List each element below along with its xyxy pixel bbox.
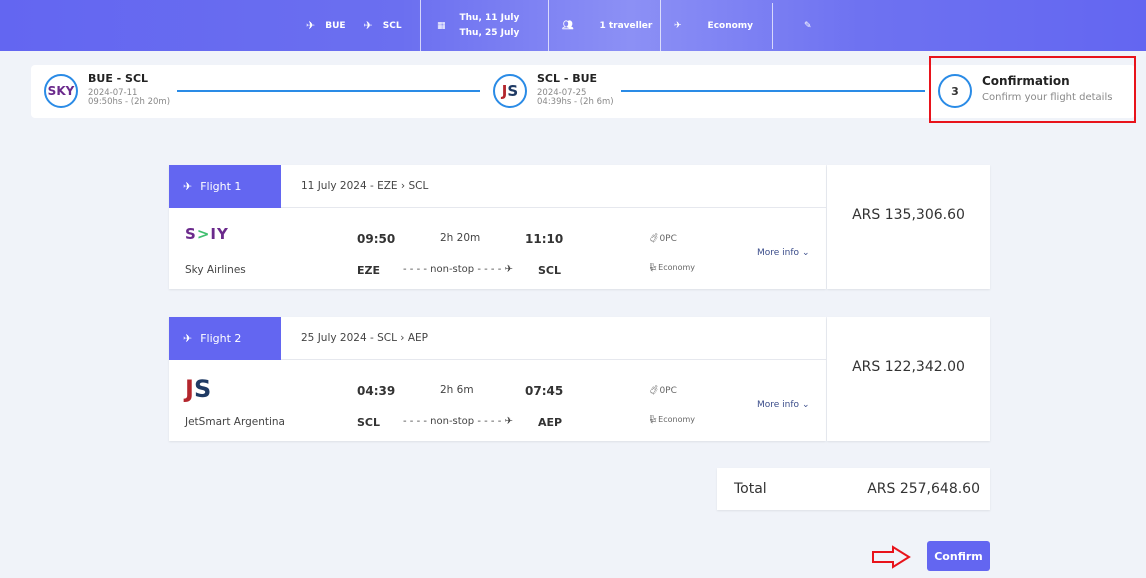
calendar-icon: ▦ bbox=[437, 20, 446, 31]
cabin-summary[interactable]: ✈ Economy bbox=[674, 0, 753, 51]
flight-card: ✈ Flight 1 11 July 2024 - EZE › SCL S>IY … bbox=[169, 165, 826, 289]
edit-search-button[interactable]: ✎ bbox=[804, 0, 812, 51]
annotation-arrow-icon bbox=[872, 545, 911, 569]
travellers: 1 traveller bbox=[599, 20, 653, 31]
flight-price-card: ARS 135,306.60 bbox=[827, 165, 990, 289]
date-return: Thu, 25 July bbox=[459, 27, 520, 38]
stops: - - - - non-stop - - - - ✈ bbox=[403, 264, 513, 275]
flight-route: 11 July 2024 - EZE › SCL bbox=[301, 180, 429, 192]
arrival-time: 11:10 bbox=[525, 232, 564, 246]
duration: 2h 6m bbox=[440, 384, 474, 396]
luggage-icon: 🧳︎ bbox=[648, 234, 660, 244]
departure-time: 09:50 bbox=[357, 232, 396, 246]
total-label: Total bbox=[734, 481, 767, 497]
takeoff-icon: ✈ bbox=[183, 180, 193, 193]
flight-route: 25 July 2024 - SCL › AEP bbox=[301, 332, 428, 344]
departure-airport: EZE bbox=[357, 264, 381, 277]
flight-header: ✈ Flight 1 11 July 2024 - EZE › SCL bbox=[169, 165, 826, 208]
cabin-class: 💺︎Economy bbox=[648, 263, 695, 272]
airline-logo: JS bbox=[185, 375, 212, 403]
step-1-title: BUE - SCL bbox=[88, 72, 149, 85]
cabin-class: 💺︎Economy bbox=[648, 415, 695, 424]
duration: 2h 20m bbox=[440, 232, 481, 244]
chevron-down-icon: ⌄ bbox=[801, 400, 810, 410]
step-2-time: 04:39hs - (2h 6m) bbox=[537, 97, 614, 107]
departure-time: 04:39 bbox=[357, 384, 396, 398]
step-3-title: Confirmation bbox=[982, 74, 1070, 88]
step-3-subtitle: Confirm your flight details bbox=[982, 92, 1113, 103]
confirm-button[interactable]: Confirm bbox=[927, 541, 990, 571]
pencil-icon: ✎ bbox=[804, 20, 812, 31]
takeoff-icon: ✈ bbox=[183, 332, 193, 345]
plane-icon: ✈ bbox=[504, 416, 513, 427]
airline-logo: S>IY bbox=[185, 225, 229, 243]
flight-badge: ✈ Flight 2 bbox=[169, 317, 281, 360]
chevron-down-icon: ⌄ bbox=[801, 248, 810, 258]
seat-icon: ✈ bbox=[674, 20, 682, 31]
seat-icon: 💺︎ bbox=[648, 415, 659, 424]
step-1-time: 09:50hs - (2h 20m) bbox=[88, 97, 171, 107]
date-out: Thu, 11 July bbox=[459, 12, 520, 23]
travellers-summary[interactable]: 👥︎ 1 traveller bbox=[562, 0, 652, 51]
origin: BUE bbox=[325, 20, 346, 31]
flight-card: ✈ Flight 2 25 July 2024 - SCL › AEP JS Je… bbox=[169, 317, 826, 441]
search-summary-bar: ✈ BUE ✈ SCL ▦ Thu, 11 July Thu, 25 July 👥… bbox=[0, 0, 1146, 51]
cabin: Economy bbox=[707, 20, 754, 31]
takeoff-icon: ✈ bbox=[306, 19, 316, 32]
arrival-airport: AEP bbox=[538, 416, 563, 429]
more-info-link[interactable]: More info ⌄ bbox=[757, 248, 810, 258]
dates-summary[interactable]: ▦ Thu, 11 July Thu, 25 July bbox=[437, 0, 519, 51]
airline-name: JetSmart Argentina bbox=[185, 416, 285, 428]
step-connector bbox=[621, 90, 925, 92]
stops: - - - - non-stop - - - - ✈ bbox=[403, 416, 513, 427]
plane-icon: ✈ bbox=[504, 264, 513, 275]
total-value: ARS 257,648.60 bbox=[867, 481, 980, 497]
flight-badge: ✈ Flight 1 bbox=[169, 165, 281, 208]
chevron-right-icon: › bbox=[400, 180, 406, 192]
flight-header: ✈ Flight 2 25 July 2024 - SCL › AEP bbox=[169, 317, 826, 360]
airline-name: Sky Airlines bbox=[185, 264, 246, 276]
total-card: Total ARS 257,648.60 bbox=[717, 468, 990, 510]
arrival-airport: SCL bbox=[538, 264, 562, 277]
step-2-title: SCL - BUE bbox=[537, 72, 598, 85]
sky-logo: SKY bbox=[44, 74, 78, 108]
more-info-link[interactable]: More info ⌄ bbox=[757, 400, 810, 410]
step-connector bbox=[177, 90, 480, 92]
route-summary[interactable]: ✈ BUE ✈ SCL bbox=[306, 0, 402, 51]
step-2-date: 2024-07-25 bbox=[537, 88, 587, 98]
step-1-date: 2024-07-11 bbox=[88, 88, 138, 98]
baggage: 🧳︎0PC bbox=[648, 386, 677, 396]
booking-stepper: SKY BUE - SCL 2024-07-11 09:50hs - (2h 2… bbox=[31, 65, 1135, 118]
step-3-number: 3 bbox=[938, 74, 972, 108]
departure-airport: SCL bbox=[357, 416, 381, 429]
flight-label: Flight 1 bbox=[200, 180, 242, 193]
flight-price: ARS 135,306.60 bbox=[852, 207, 965, 223]
flight-price-card: ARS 122,342.00 bbox=[827, 317, 990, 441]
arrival-time: 07:45 bbox=[525, 384, 564, 398]
people-icon: 👥︎ bbox=[562, 20, 574, 31]
seat-icon: 💺︎ bbox=[648, 263, 659, 272]
destination: SCL bbox=[382, 20, 402, 31]
chevron-right-icon: › bbox=[400, 332, 405, 344]
annotation-highlight-box bbox=[929, 56, 1136, 123]
flight-price: ARS 122,342.00 bbox=[852, 359, 965, 375]
landing-icon: ✈ bbox=[363, 19, 373, 32]
flight-label: Flight 2 bbox=[200, 332, 242, 345]
baggage: 🧳︎0PC bbox=[648, 234, 677, 244]
luggage-icon: 🧳︎ bbox=[648, 386, 660, 396]
